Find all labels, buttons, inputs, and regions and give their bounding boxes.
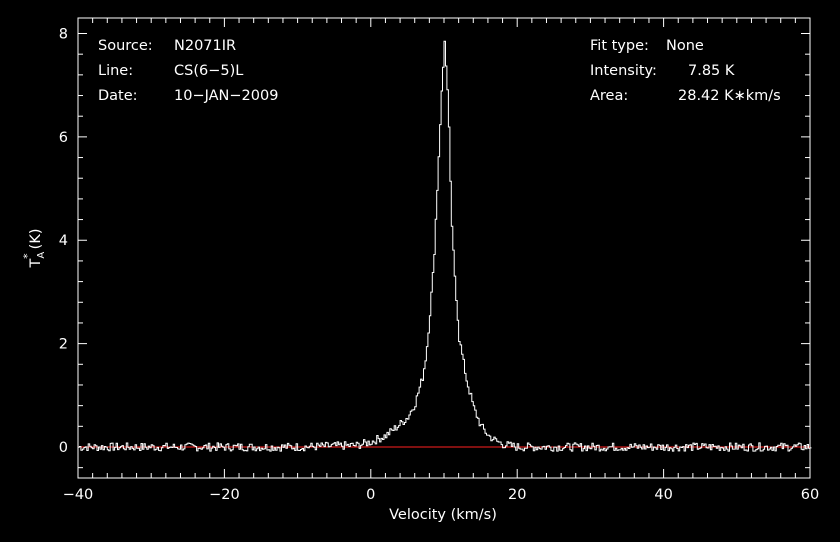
y-axis-label: TA* (K) <box>21 228 47 268</box>
info-date-value: 10−JAN−2009 <box>174 88 278 104</box>
y-tick-label: 8 <box>59 27 68 43</box>
series-layer <box>78 40 812 452</box>
x-tick-label: 60 <box>801 487 819 503</box>
svg-text:TA*(K): TA* (K) <box>21 228 47 268</box>
y-tick-label: 2 <box>59 337 68 353</box>
info-fit-key: Fit type: <box>590 38 649 54</box>
info-source-value: N2071IR <box>174 38 236 54</box>
x-tick-label: 20 <box>508 487 526 503</box>
x-axis-label: Velocity (km/s) <box>389 507 497 523</box>
y-axis-label-sup: * <box>21 253 34 259</box>
info-source-key: Source: <box>98 38 153 54</box>
info-area-value: 28.42 K∗km/s <box>678 88 781 104</box>
axis-tick-labels: −40 −20 0 20 40 60 0 2 4 6 8 <box>59 27 819 503</box>
y-axis-label-sub: A <box>36 252 47 259</box>
y-tick-label: 6 <box>59 130 68 146</box>
info-intensity-key: Intensity: <box>590 63 657 79</box>
plot-frame <box>77 17 811 479</box>
x-tick-label: 40 <box>654 487 672 503</box>
y-axis-label-main: T <box>28 259 44 269</box>
x-tick-label: −40 <box>63 487 94 503</box>
spectrum-line <box>78 40 812 452</box>
x-tick-label: 0 <box>366 487 375 503</box>
info-intensity-value: 7.85 K <box>688 63 735 79</box>
y-tick-label: 4 <box>59 233 68 249</box>
x-tick-label: −20 <box>209 487 240 503</box>
info-line-key: Line: <box>98 63 133 79</box>
info-line-value: CS(6−5)L <box>174 63 243 79</box>
info-area-key: Area: <box>590 88 628 104</box>
info-date-key: Date: <box>98 88 138 104</box>
info-fit-value: None <box>666 38 704 54</box>
y-tick-label: 0 <box>59 440 68 456</box>
axis-ticks <box>77 18 811 478</box>
y-axis-label-unit: (K) <box>28 228 44 249</box>
